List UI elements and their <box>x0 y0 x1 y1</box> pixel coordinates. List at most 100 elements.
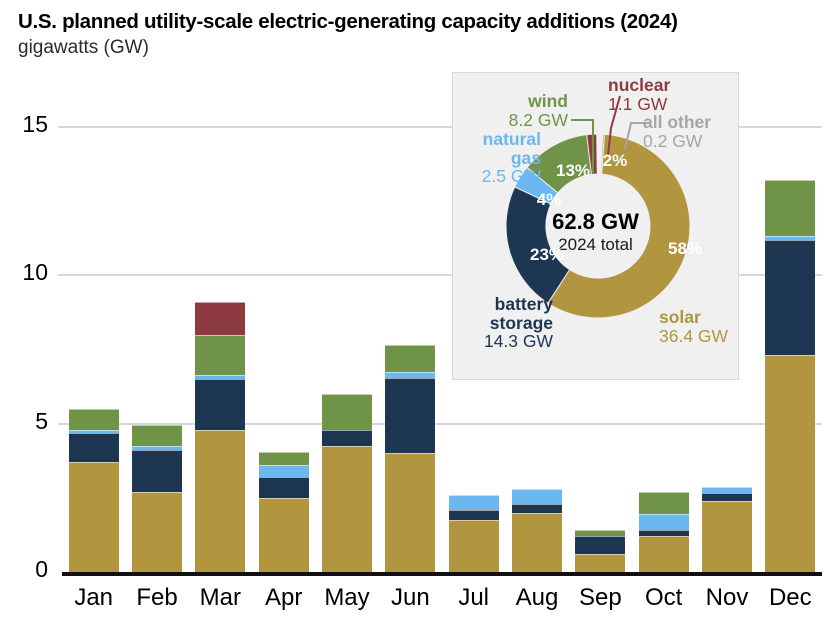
bar-segment-natural-gas <box>638 514 689 531</box>
bar-segment-solar <box>765 355 816 572</box>
y-axis-label: 5 <box>35 407 48 434</box>
bar-segment-natural-gas <box>258 465 309 478</box>
donut-percent-nuclear: 2% <box>602 151 628 170</box>
donut-center-caption: 2024 total <box>558 235 633 254</box>
y-axis-tick-mark <box>58 126 72 128</box>
bar-segment-solar <box>132 491 182 572</box>
y-axis-label: 15 <box>22 111 48 137</box>
bar-mar[interactable] <box>195 302 246 572</box>
donut-slice-nuclear[interactable] <box>586 133 598 175</box>
nuclear-leader-line <box>607 95 621 156</box>
donut-chart <box>505 95 691 319</box>
bar-segment-battery-storage <box>638 530 689 537</box>
bar-segment-natural-gas <box>765 235 816 240</box>
page-title: U.S. planned utility-scale electric-gene… <box>18 10 678 33</box>
bar-segment-natural-gas <box>195 374 246 380</box>
bar-segment-solar <box>448 520 499 572</box>
bar-segment-wind <box>575 530 626 537</box>
donut-label-natural-gas: natural gas 2.5 GW <box>481 129 541 187</box>
bar-jun[interactable] <box>385 345 436 572</box>
bar-feb[interactable] <box>132 425 182 572</box>
bar-segment-solar <box>258 497 309 572</box>
bar-segment-wind <box>132 425 182 446</box>
bar-segment-natural-gas <box>448 494 499 510</box>
bar-segment-battery-storage <box>322 429 372 446</box>
bar-segment-battery-storage <box>258 477 309 498</box>
donut-label-wind: wind 8.2 GW <box>508 91 568 130</box>
donut-label-all-other: all other 0.2 GW <box>643 112 712 151</box>
x-axis-label-aug: Aug <box>515 584 559 611</box>
x-axis-label-feb: Feb <box>136 584 178 611</box>
bar-segment-natural-gas <box>512 488 562 504</box>
bar-segment-wind <box>638 491 689 515</box>
donut-center-total: 62.8 GW <box>552 209 639 234</box>
donut-slice-solar[interactable] <box>547 133 691 319</box>
bar-segment-solar <box>195 429 246 572</box>
donut-label-nuclear: nuclear 1.1 GW <box>608 75 671 114</box>
bar-jul[interactable] <box>448 494 499 572</box>
bar-segment-battery-storage <box>448 509 499 521</box>
bar-segment-battery-storage <box>195 379 246 430</box>
wind-leader-line <box>571 119 594 173</box>
donut-percent-wind: 13% <box>555 161 591 180</box>
bar-segment-wind <box>195 334 246 375</box>
x-axis-label-sep: Sep <box>578 584 622 611</box>
bar-segment-battery-storage <box>385 377 436 454</box>
bar-segment-battery-storage <box>132 450 182 492</box>
x-axis-label-may: May <box>324 584 370 611</box>
bar-oct[interactable] <box>638 491 689 572</box>
bar-jan[interactable] <box>68 408 119 572</box>
chart-subtitle: gigawatts (GW) <box>18 37 149 58</box>
bar-segment-wind <box>385 345 436 372</box>
bar-segment-solar <box>702 500 752 572</box>
bar-dec[interactable] <box>765 180 816 572</box>
bar-segment-battery-storage <box>765 239 816 356</box>
bar-segment-solar <box>385 453 436 572</box>
donut-percent-natural-gas: 4% <box>536 190 562 209</box>
bar-nov[interactable] <box>702 487 752 572</box>
x-axis-label-mar: Mar <box>199 584 241 611</box>
bar-may[interactable] <box>322 394 372 572</box>
y-axis-label: 10 <box>22 259 48 286</box>
bar-segment-solar <box>512 512 562 572</box>
bar-segment-natural-gas <box>68 429 119 433</box>
donut-slices <box>505 133 691 319</box>
y-axis-label: 0 <box>35 556 48 582</box>
y-axis-tick-mark <box>58 274 72 277</box>
bar-segment-nuclear <box>195 302 246 335</box>
y-axis-tick-mark <box>58 422 72 425</box>
x-axis-label-nov: Nov <box>705 584 749 611</box>
bar-segment-wind <box>68 408 119 430</box>
x-axis-label-jan: Jan <box>74 584 114 611</box>
bar-segment-solar <box>575 554 626 572</box>
donut-inset-panel: 62.8 GW 2024 total 13% 2% 4% 23% 58% win… <box>452 72 739 380</box>
bar-aug[interactable] <box>512 488 562 572</box>
donut-label-solar: solar 36.4 GW <box>659 307 729 346</box>
x-axis-label-jun: Jun <box>390 584 430 611</box>
x-axis-label-oct: Oct <box>644 584 683 611</box>
x-axis-label-jul: Jul <box>458 584 489 611</box>
gridline <box>62 422 822 425</box>
gridline <box>62 126 822 128</box>
bar-segment-wind <box>765 180 816 236</box>
bar-segment-solar <box>68 462 119 572</box>
donut-percent-battery-storage: 23% <box>529 245 565 264</box>
all-other-leader-line <box>624 122 649 150</box>
donut-label-battery-storage: battery storage 14.3 GW <box>483 294 553 352</box>
gridline <box>62 274 822 277</box>
bar-segment-wind <box>258 451 309 466</box>
donut-percent-solar: 58% <box>667 239 703 258</box>
bar-sep[interactable] <box>575 530 626 572</box>
bar-apr[interactable] <box>258 451 309 572</box>
bar-segment-battery-storage <box>702 493 752 501</box>
bar-segment-natural-gas <box>702 487 752 494</box>
bar-segment-solar <box>322 445 372 572</box>
bar-segment-solar <box>638 536 689 572</box>
bar-segment-battery-storage <box>68 432 119 463</box>
bar-segment-natural-gas <box>385 371 436 378</box>
x-axis-label-apr: Apr <box>264 584 303 611</box>
x-axis-baseline <box>62 572 822 576</box>
bar-segment-wind <box>322 394 372 430</box>
